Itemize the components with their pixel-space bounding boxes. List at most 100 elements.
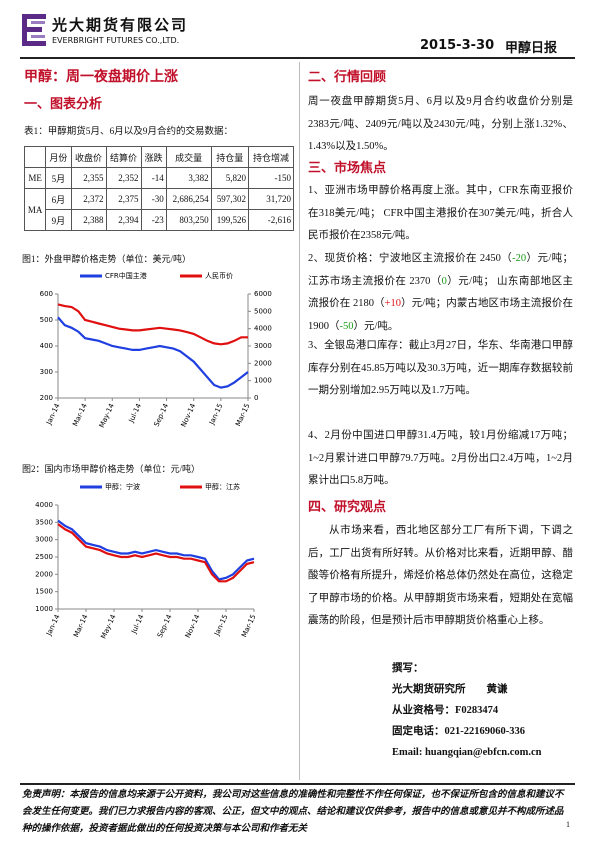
y2-tick-label: 1000 [254, 377, 272, 385]
text: ）元/吨；江苏市场主流报价在 2370（ [308, 253, 574, 287]
table-cell: -30 [140, 188, 167, 210]
y-tick-label: 1500 [35, 588, 53, 596]
table-cell: 597,302 [210, 188, 250, 210]
legend-label: 人民币价 [205, 272, 233, 280]
chart: 1000 1500 2000 2500 3000 3500 4000 Jan-14 Mar-14… [35, 482, 257, 640]
table-cell: -2,616 [248, 209, 294, 231]
author-block: 撰写： 光大期货研究所 黄谦 从业资格号：F0283474 固定电话：021-2216… [392, 658, 542, 763]
table-cell: 31,720 [248, 188, 294, 210]
footer-rule [20, 783, 575, 785]
table-cell: 3,382 [165, 167, 212, 189]
legend-label: 甲醇：江苏 [205, 482, 240, 491]
x-tick-label: Mar-14 [71, 402, 89, 428]
y-tick-label: 2000 [35, 570, 53, 578]
table-header: 涨跌 [140, 146, 167, 168]
paragraph: 3、全银岛港口库存：截止3月27日，华东、华南港口甲醇库存分别在45.85万吨以… [308, 340, 573, 396]
table-cell: 5,820 [210, 167, 250, 189]
title: 甲醇：周一夜盘期价上涨 [24, 70, 178, 85]
table-header: 收盘价 [70, 146, 107, 168]
y-tick-label: 300 [40, 368, 53, 376]
x-tick-label: Mar-15 [234, 402, 251, 427]
legend-label: CFR中国主港 [105, 271, 147, 280]
y-tick-label: 3500 [35, 518, 53, 526]
y2-tick-label: 2000 [254, 359, 272, 367]
table-row: ME 5月 2,355 2,352 -14 3,382 5,820 -150 [23, 167, 294, 189]
x-tick-label: Mar-14 [72, 613, 90, 639]
x-tick-label: Nov-14 [184, 613, 202, 639]
company-en: EVERBRIGHT FUTURES CO.,LTD. [52, 36, 180, 45]
text: ）元/吨。 [353, 320, 399, 332]
table-cell: 6月 [45, 188, 72, 210]
table-cell: 5月 [45, 167, 72, 189]
y2-tick-label: 5000 [254, 307, 272, 315]
table-header: 持仓量 [210, 146, 250, 168]
table-cell: 2,686,254 [165, 188, 212, 210]
legend-label: 甲醇：宁波 [105, 482, 140, 491]
table-cell: 803,250 [165, 209, 212, 231]
x-tick-label: May-14 [99, 613, 117, 640]
author-line: 撰写： [392, 663, 424, 674]
y-tick-label: 2500 [35, 553, 53, 561]
table-header: 月份 [45, 146, 72, 168]
table-cell: -23 [140, 209, 167, 231]
paragraph: 周一夜盘甲醇期货5月、6月以及9月合约收盘价分别是2383元/吨、2409元/吨… [308, 96, 573, 152]
figure-caption: 图1：外盘甲醇价格走势（单位：美元/吨） [22, 254, 192, 264]
header-rule [20, 57, 575, 59]
table-cell: 199,526 [210, 209, 250, 231]
y-tick-label: 3000 [35, 536, 53, 544]
x-tick-label: Sep-14 [156, 613, 174, 639]
section-heading: 一、图表分析 [24, 96, 103, 111]
paragraph: 4、2月份中国进口甲醇31.4万吨，较1月份缩减17万吨；1~2月累计进口甲醇7… [308, 430, 573, 486]
section-heading: 二、行情回顾 [308, 69, 387, 84]
disclaimer: 免责声明：本报告的信息均来源于公开资料，我公司对这些信息的准确性和完整性不作任何… [22, 790, 564, 834]
y2-tick-label: 3000 [254, 342, 272, 350]
table-cell: -14 [140, 167, 167, 189]
x-tick-label: Mar-15 [240, 613, 257, 638]
paragraph: 从市场来看，西北地区部分工厂有所下调，下调之后，工厂出货有所好转。从价格对比来看… [308, 525, 573, 626]
column-rule [299, 62, 300, 780]
change: +10 [384, 298, 401, 309]
x-tick-label: May-14 [98, 402, 116, 429]
section-heading: 四、研究观点 [308, 499, 387, 514]
y-tick-label: 4000 [35, 501, 53, 509]
logo [22, 14, 46, 46]
table-header: 成交量 [165, 146, 212, 168]
change: 0 [441, 275, 447, 287]
table-cell: ME [23, 167, 47, 189]
y-tick-label: 400 [40, 342, 53, 350]
change: -20 [512, 253, 527, 264]
company: 光大期货有限公司 [52, 18, 189, 34]
author-line: 从业资格号：F0283474 [392, 705, 499, 716]
table-cell: 2,372 [70, 188, 107, 210]
table-header: 结算价 [105, 146, 142, 168]
table-cell [23, 146, 47, 168]
table-cell: 2,394 [105, 209, 142, 231]
paragraph: 1、亚洲市场甲醇价格再度上涨。其中，CFR东南亚报价在318美元/吨； CFR中… [308, 185, 573, 241]
line-series [57, 303, 248, 346]
text: ）元/吨； 山东南部地区主流报价在 2180（ [308, 275, 574, 310]
y2-tick-label: 4000 [254, 325, 272, 333]
table-header: 持仓增减 [248, 146, 294, 168]
y-tick-label: 200 [40, 394, 53, 402]
author-line: Email: huangqian@ebfcn.com.cn [392, 747, 542, 758]
table-cell: 2,375 [105, 188, 142, 210]
x-tick-label: Sep-14 [153, 402, 171, 428]
y2-tick-label: 6000 [254, 290, 272, 298]
paragraph: 2、现货价格：宁波地区主流报价在 2450（-20）元/吨；江苏市场主流报价在 … [308, 248, 573, 338]
table-cell: 2,352 [105, 167, 142, 189]
table-cell: MA [23, 188, 47, 231]
x-tick-label: Jul-14 [130, 613, 146, 636]
y-tick-label: 500 [40, 316, 53, 324]
figure-caption: 图2：国内市场甲醇价格走势（单位：元/吨） [22, 464, 201, 474]
line-series [57, 523, 255, 583]
date: 2015-3-30 [420, 38, 495, 53]
x-tick-label: Jan-15 [213, 613, 230, 637]
section-heading: 三、市场焦点 [308, 160, 387, 175]
y-tick-label: 600 [40, 290, 53, 298]
table-cell: 2,388 [70, 209, 107, 231]
page-number: 1 [566, 820, 570, 829]
x-tick-label: Jan-14 [45, 613, 62, 638]
x-tick-label: Jan-15 [207, 402, 224, 426]
table-row: 9月 2,388 2,394 -23 803,250 199,526 -2,616 [25, 209, 294, 231]
